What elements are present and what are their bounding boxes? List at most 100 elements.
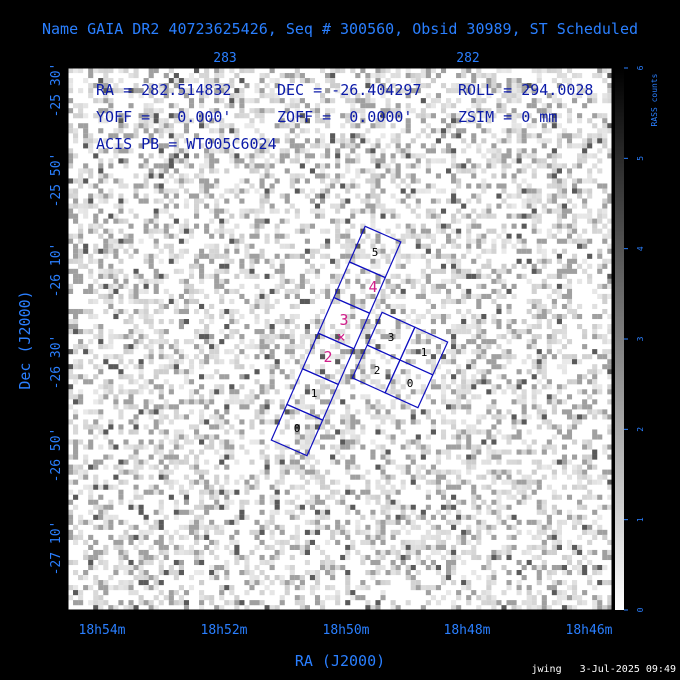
noise-pixel: [491, 298, 497, 305]
noise-pixel: [153, 298, 159, 305]
noise-pixel: [511, 479, 517, 485]
noise-pixel: [83, 424, 89, 430]
noise-pixel: [148, 233, 154, 239]
noise-pixel: [561, 238, 568, 244]
noise-pixel: [365, 168, 371, 174]
noise-pixel: [204, 273, 210, 279]
noise-pixel: [602, 183, 608, 189]
noise-pixel: [73, 444, 79, 450]
noise-pixel: [516, 570, 522, 576]
noise-pixel: [113, 178, 119, 184]
noise-pixel: [264, 454, 270, 460]
noise-pixel: [133, 424, 139, 430]
noise-pixel: [521, 389, 527, 395]
noise-pixel: [143, 128, 149, 134]
noise-pixel: [561, 208, 568, 214]
noise-pixel: [345, 324, 351, 330]
noise-pixel: [108, 364, 114, 370]
noise-pixel: [405, 278, 411, 284]
noise-pixel: [173, 193, 179, 199]
noise-pixel: [350, 544, 356, 550]
noise-pixel: [335, 163, 341, 169]
noise-pixel: [566, 238, 573, 244]
noise-pixel: [330, 334, 336, 340]
noise-pixel: [471, 118, 477, 124]
noise-pixel: [491, 163, 497, 169]
noise-pixel: [284, 564, 290, 571]
noise-pixel: [118, 494, 124, 500]
noise-pixel: [486, 554, 492, 561]
noise-pixel: [88, 564, 94, 571]
noise-pixel: [486, 83, 492, 89]
noise-pixel: [491, 339, 497, 345]
noise-pixel: [294, 103, 300, 109]
noise-pixel: [309, 504, 316, 510]
noise-pixel: [234, 389, 240, 395]
noise-pixel: [209, 193, 215, 199]
noise-pixel: [320, 319, 326, 325]
noise-pixel: [410, 359, 416, 365]
noise-pixel: [420, 559, 426, 566]
noise-pixel: [158, 444, 164, 450]
noise-pixel: [430, 514, 436, 520]
noise-pixel: [461, 349, 467, 355]
noise-pixel: [607, 193, 613, 199]
noise-pixel: [456, 163, 462, 169]
noise-pixel: [582, 399, 588, 405]
noise-pixel: [199, 519, 205, 525]
noise-pixel: [491, 364, 497, 370]
noise-pixel: [254, 218, 260, 224]
noise-pixel: [541, 278, 547, 284]
noise-pixel: [279, 464, 285, 470]
noise-pixel: [395, 374, 401, 380]
noise-pixel: [365, 494, 371, 500]
noise-pixel: [143, 554, 149, 561]
noise-pixel: [390, 233, 396, 239]
noise-pixel: [284, 73, 290, 79]
noise-pixel: [279, 479, 285, 485]
noise-pixel: [168, 163, 174, 169]
noise-pixel: [561, 484, 568, 490]
noise-pixel: [405, 369, 411, 375]
noise-pixel: [365, 399, 371, 405]
noise-pixel: [309, 409, 316, 415]
noise-pixel: [259, 329, 265, 335]
noise-pixel: [536, 228, 542, 234]
noise-pixel: [355, 133, 361, 139]
noise-pixel: [153, 424, 159, 430]
noise-pixel: [335, 278, 341, 284]
noise-pixel: [430, 354, 436, 360]
noise-pixel: [365, 319, 371, 325]
noise-pixel: [254, 534, 260, 540]
noise-pixel: [73, 258, 79, 264]
noise-pixel: [375, 559, 381, 566]
noise-pixel: [168, 198, 174, 204]
noise-pixel: [153, 278, 159, 284]
noise-pixel: [188, 163, 195, 169]
noise-pixel: [456, 514, 462, 520]
noise-pixel: [405, 539, 411, 545]
noise-pixel: [592, 414, 598, 420]
noise-pixel: [365, 73, 371, 79]
noise-pixel: [390, 489, 396, 495]
noise-pixel: [491, 424, 497, 430]
noise-pixel: [546, 283, 552, 289]
noise-pixel: [138, 123, 144, 129]
noise-pixel: [188, 359, 195, 365]
noise-pixel: [556, 213, 562, 219]
noise-pixel: [345, 138, 351, 144]
noise-pixel: [430, 103, 436, 109]
noise-pixel: [219, 489, 225, 495]
noise-pixel: [491, 148, 497, 154]
noise-pixel: [330, 459, 336, 465]
noise-pixel: [294, 534, 300, 540]
noise-pixel: [375, 158, 381, 164]
noise-pixel: [521, 394, 527, 400]
noise-pixel: [98, 504, 104, 510]
noise-pixel: [219, 459, 225, 465]
noise-pixel: [350, 444, 356, 450]
noise-pixel: [516, 499, 522, 505]
noise-pixel: [183, 534, 190, 540]
noise-pixel: [415, 544, 421, 550]
noise-pixel: [501, 228, 507, 234]
